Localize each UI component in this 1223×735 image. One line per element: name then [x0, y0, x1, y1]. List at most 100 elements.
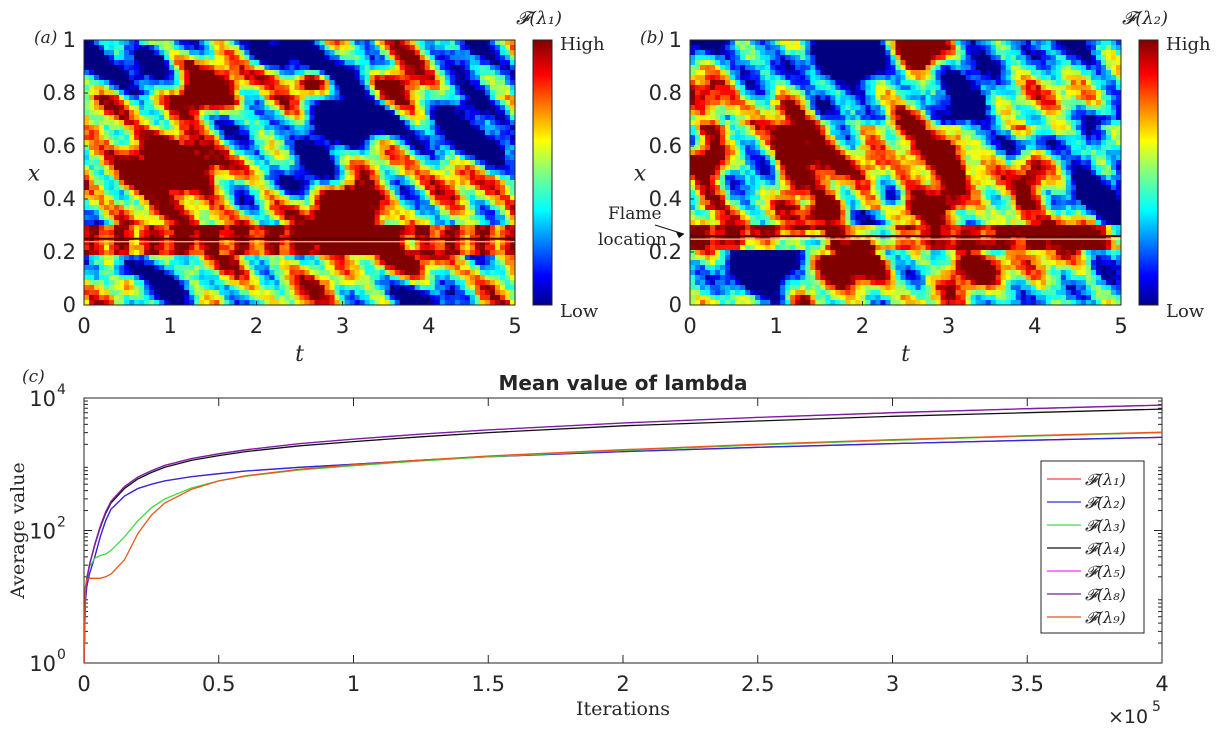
heatmap-cell	[174, 55, 179, 60]
heatmap-cell	[204, 240, 209, 245]
heatmap-cell	[149, 80, 154, 85]
heatmap-cell	[400, 260, 405, 265]
heatmap-cell	[400, 170, 405, 175]
heatmap-cell	[214, 150, 219, 155]
heatmap-cell	[274, 50, 279, 55]
heatmap-cell	[330, 160, 335, 165]
heatmap-cell	[249, 140, 254, 145]
heatmap-cell	[475, 275, 480, 280]
heatmap-cell	[325, 45, 330, 50]
heatmap-cell	[224, 140, 229, 145]
heatmap-cell	[335, 110, 340, 115]
heatmap-cell	[415, 215, 420, 220]
heatmap-cell	[865, 45, 870, 50]
heatmap-cell	[174, 265, 179, 270]
heatmap-cell	[440, 280, 445, 285]
heatmap-cell	[335, 175, 340, 180]
heatmap-cell	[340, 290, 345, 295]
heatmap-cell	[300, 80, 305, 85]
heatmap-cell	[234, 240, 239, 245]
heatmap-cell	[1106, 45, 1111, 50]
heatmap-cell	[169, 75, 174, 80]
heatmap-cell	[330, 280, 335, 285]
heatmap-cell	[410, 165, 415, 170]
heatmap-cell	[219, 140, 224, 145]
heatmap-cell	[305, 110, 310, 115]
heatmap-cell	[259, 55, 264, 60]
heatmap-cell	[269, 290, 274, 295]
heatmap-cell	[159, 160, 164, 165]
heatmap-cell	[234, 150, 239, 155]
heatmap-cell	[224, 250, 229, 255]
heatmap-cell	[770, 55, 775, 60]
heatmap-cell	[480, 50, 485, 55]
heatmap-cell	[360, 295, 365, 300]
heatmap-cell	[144, 60, 149, 65]
heatmap-cell	[450, 195, 455, 200]
heatmap-cell	[380, 50, 385, 55]
heatmap-cell	[315, 220, 320, 225]
heatmap-cell	[114, 105, 119, 110]
heatmap-cell	[365, 240, 370, 245]
heatmap-cell	[99, 135, 104, 140]
heatmap-cell	[119, 200, 124, 205]
heatmap-cell	[455, 225, 460, 230]
heatmap-cell	[440, 60, 445, 65]
heatmap-cell	[971, 45, 976, 50]
heatmap-cell	[440, 250, 445, 255]
heatmap-cell	[189, 65, 194, 70]
heatmap-cell	[345, 175, 350, 180]
heatmap-cell	[249, 195, 254, 200]
heatmap-cell	[385, 280, 390, 285]
heatmap-cell	[495, 40, 500, 45]
heatmap-cell	[179, 140, 184, 145]
heatmap-cell	[420, 245, 425, 250]
heatmap-cell	[284, 130, 289, 135]
heatmap-cell	[355, 215, 360, 220]
heatmap-cell	[124, 240, 129, 245]
heatmap-cell	[445, 60, 450, 65]
heatmap-cell	[1056, 45, 1061, 50]
heatmap-cell	[440, 260, 445, 265]
heatmap-cell	[325, 295, 330, 300]
heatmap-cell	[209, 130, 214, 135]
heatmap-cell	[284, 270, 289, 275]
heatmap-cell	[209, 210, 214, 215]
heatmap-cell	[104, 70, 109, 75]
heatmap-cell	[244, 165, 249, 170]
heatmap-cell	[89, 155, 94, 160]
heatmap-cell	[310, 90, 315, 95]
heatmap-cell	[259, 210, 264, 215]
heatmap-cell	[134, 255, 139, 260]
heatmap-cell	[254, 70, 259, 75]
heatmap-cell	[294, 125, 299, 130]
heatmap-cell	[129, 55, 134, 60]
heatmap-cell	[149, 250, 154, 255]
heatmap-cell	[430, 130, 435, 135]
heatmap-cell	[380, 280, 385, 285]
heatmap-cell	[149, 220, 154, 225]
heatmap-cell	[244, 210, 249, 215]
heatmap-cell	[214, 80, 219, 85]
heatmap-cell	[179, 215, 184, 220]
heatmap-cell	[370, 280, 375, 285]
heatmap-cell	[169, 240, 174, 245]
heatmap-cell	[705, 55, 710, 60]
heatmap-cell	[375, 165, 380, 170]
heatmap-cell	[395, 280, 400, 285]
heatmap-cell	[289, 60, 294, 65]
heatmap-cell	[284, 255, 289, 260]
heatmap-cell	[224, 95, 229, 100]
heatmap-cell	[350, 170, 355, 175]
heatmap-cell	[485, 125, 490, 130]
heatmap-cell	[320, 40, 325, 45]
heatmap-cell	[109, 150, 114, 155]
heatmap-cell	[340, 185, 345, 190]
heatmap-cell	[395, 155, 400, 160]
heatmap-cell	[430, 265, 435, 270]
heatmap-cell	[440, 285, 445, 290]
heatmap-cell	[164, 155, 169, 160]
heatmap-cell	[224, 185, 229, 190]
heatmap-cell	[350, 215, 355, 220]
heatmap-cell	[435, 205, 440, 210]
